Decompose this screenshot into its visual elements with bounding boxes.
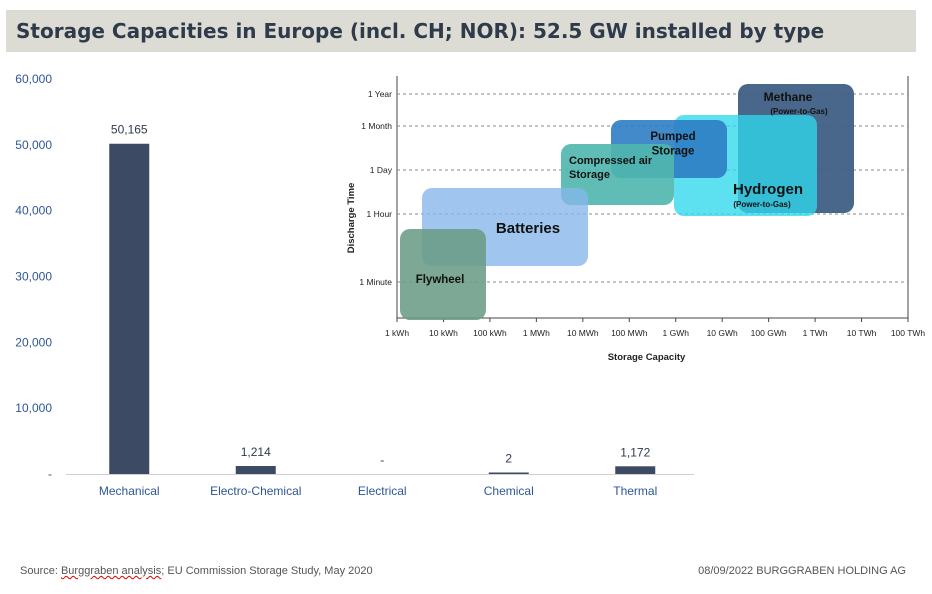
x-tick-label: Electrical	[358, 484, 407, 498]
bar-mechanical	[109, 143, 150, 475]
inset-x-tick-label: 100 TWh	[891, 328, 926, 338]
y-tick-label: 10,000	[15, 401, 52, 415]
inset-y-axis-title: Discharge Time	[346, 183, 357, 254]
title-bar: Storage Capacities in Europe (incl. CH; …	[6, 10, 916, 52]
page-title: Storage Capacities in Europe (incl. CH; …	[16, 19, 825, 43]
data-label: 1,172	[620, 445, 650, 459]
bar-chart: - 10,000 20,000 30,000 40,000 50,000 60,000 50,…	[15, 72, 694, 498]
bar-thermal	[615, 466, 656, 474]
region-label-compressed-air-storage: Compressed air Storage	[569, 155, 653, 181]
footer-date-company: 08/09/2022 BURGGRABEN HOLDING AG	[698, 565, 906, 577]
x-tick-label: Thermal	[613, 484, 657, 498]
data-label: 50,165	[111, 123, 148, 137]
inset-x-tick-label: 100 GWh	[751, 328, 787, 338]
y-tick-label: -	[48, 467, 52, 481]
region-label-line: Storage	[569, 169, 610, 181]
region-label-line: Compressed air	[569, 155, 653, 167]
inset-x-tick-label: 10 TWh	[847, 328, 877, 338]
inset-chart: 1 Minute 1 Hour 1 Day 1 Month 1 Year 1 kWh 10 …	[346, 76, 925, 363]
x-tick-label: Chemical	[484, 484, 534, 498]
region-label-hydrogen: Hydrogen	[733, 181, 803, 198]
region-label-batteries: Batteries	[496, 220, 560, 237]
inset-x-tick-label: 1 kWh	[385, 328, 409, 338]
x-tick-label: Mechanical	[99, 484, 160, 498]
region-label-line: Pumped	[650, 131, 695, 143]
source-rest: ; EU Commission Storage Study, May 2020	[161, 565, 373, 577]
data-label: -	[380, 453, 384, 467]
inset-x-tick-label: 10 GWh	[707, 328, 738, 338]
inset-y-tick-label: 1 Hour	[366, 209, 392, 219]
inset-x-tick-label: 1 TWh	[803, 328, 828, 338]
inset-x-tick-label: 1 MWh	[523, 328, 550, 338]
region-sublabel-hydrogen: (Power-to-Gas)	[733, 200, 791, 209]
data-label: 2	[505, 452, 512, 466]
inset-x-tick-label: 10 MWh	[567, 328, 599, 338]
y-tick-label: 50,000	[15, 138, 52, 152]
source-word: Burggraben analysis	[60, 565, 162, 577]
region-label-line: Storage	[652, 145, 695, 157]
y-tick-label: 40,000	[15, 204, 52, 218]
region-label-methane: Methane	[764, 90, 813, 104]
inset-y-tick-label: 1 Month	[361, 121, 392, 131]
inset-x-tick-label: 100 MWh	[611, 328, 648, 338]
inset-x-tick-label: 100 kWh	[473, 328, 507, 338]
x-tick-label: Electro-Chemical	[210, 484, 301, 498]
bar-electro-chemical	[235, 466, 276, 474]
region-flywheel	[400, 229, 486, 320]
inset-y-tick-label: 1 Minute	[359, 277, 392, 287]
inset-y-tick-label: 1 Day	[370, 165, 393, 175]
source-prefix: Source:	[20, 565, 61, 577]
region-label-flywheel: Flywheel	[416, 274, 465, 286]
region-label-pumped-storage: Pumped Storage	[650, 131, 695, 157]
chart-canvas: - 10,000 20,000 30,000 40,000 50,000 60,000 50,…	[15, 72, 925, 498]
inset-x-tick-label: 1 GWh	[663, 328, 690, 338]
y-tick-label: 30,000	[15, 270, 52, 284]
bar-chemical	[488, 472, 529, 474]
data-label: 1,214	[241, 445, 271, 459]
inset-x-axis-title: Storage Capacity	[608, 352, 686, 363]
y-tick-label: 20,000	[15, 335, 52, 349]
region-compressed-air-storage	[561, 144, 674, 205]
inset-x-tick-label: 10 kWh	[429, 328, 458, 338]
y-tick-label: 60,000	[15, 72, 52, 86]
inset-y-tick-label: 1 Year	[368, 89, 392, 99]
source-note: Source: Burggraben analysis; EU Commissi…	[20, 565, 373, 577]
region-sublabel-methane: (Power-to-Gas)	[770, 107, 828, 116]
